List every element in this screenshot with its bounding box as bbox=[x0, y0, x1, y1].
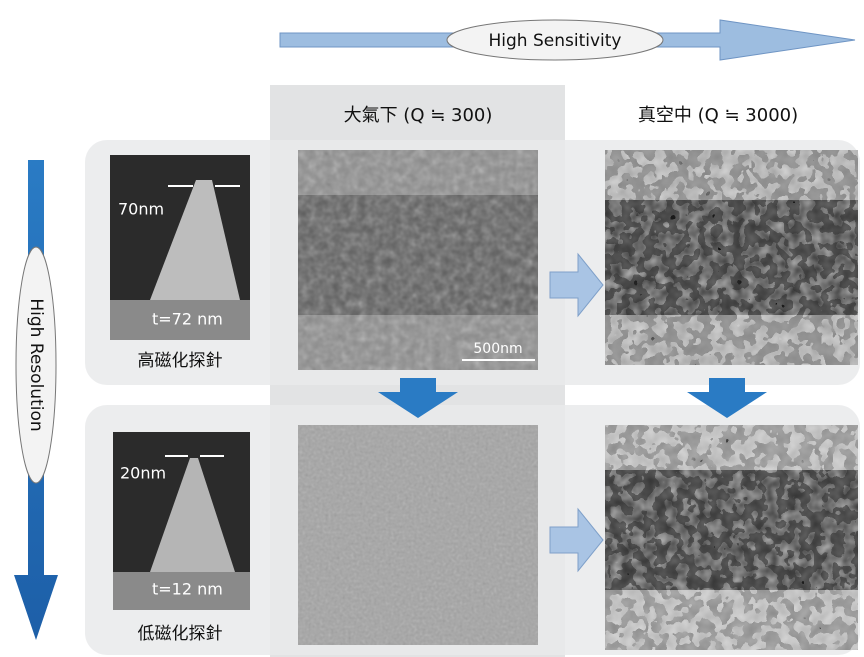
probe-label: 高磁化探針 bbox=[138, 351, 223, 371]
resolution-label: High Resolution bbox=[26, 298, 46, 431]
mfm-image bbox=[298, 425, 538, 645]
probe-label: 低磁化探針 bbox=[138, 624, 223, 644]
sem-image: 20nm t=12 nm bbox=[113, 432, 250, 610]
thickness: t=72 nm bbox=[152, 310, 223, 329]
tip-width: 20nm bbox=[120, 464, 166, 483]
column-header: 真空中 (Q ≒ 3000) bbox=[638, 105, 798, 126]
mfm-image bbox=[605, 150, 858, 365]
mfm-image bbox=[605, 425, 858, 650]
figure: High Sensitivity High Resolution 大氣下 (Q … bbox=[0, 0, 864, 657]
scale-bar: 500nm bbox=[473, 341, 522, 357]
sem-image: 70nm t=72 nm bbox=[110, 155, 250, 340]
mfm-image: 500nm bbox=[298, 150, 538, 370]
sensitivity-label: High Sensitivity bbox=[489, 31, 622, 51]
tip-width: 70nm bbox=[118, 200, 164, 219]
column-header: 大氣下 (Q ≒ 300) bbox=[344, 105, 493, 126]
thickness: t=12 nm bbox=[152, 580, 223, 599]
